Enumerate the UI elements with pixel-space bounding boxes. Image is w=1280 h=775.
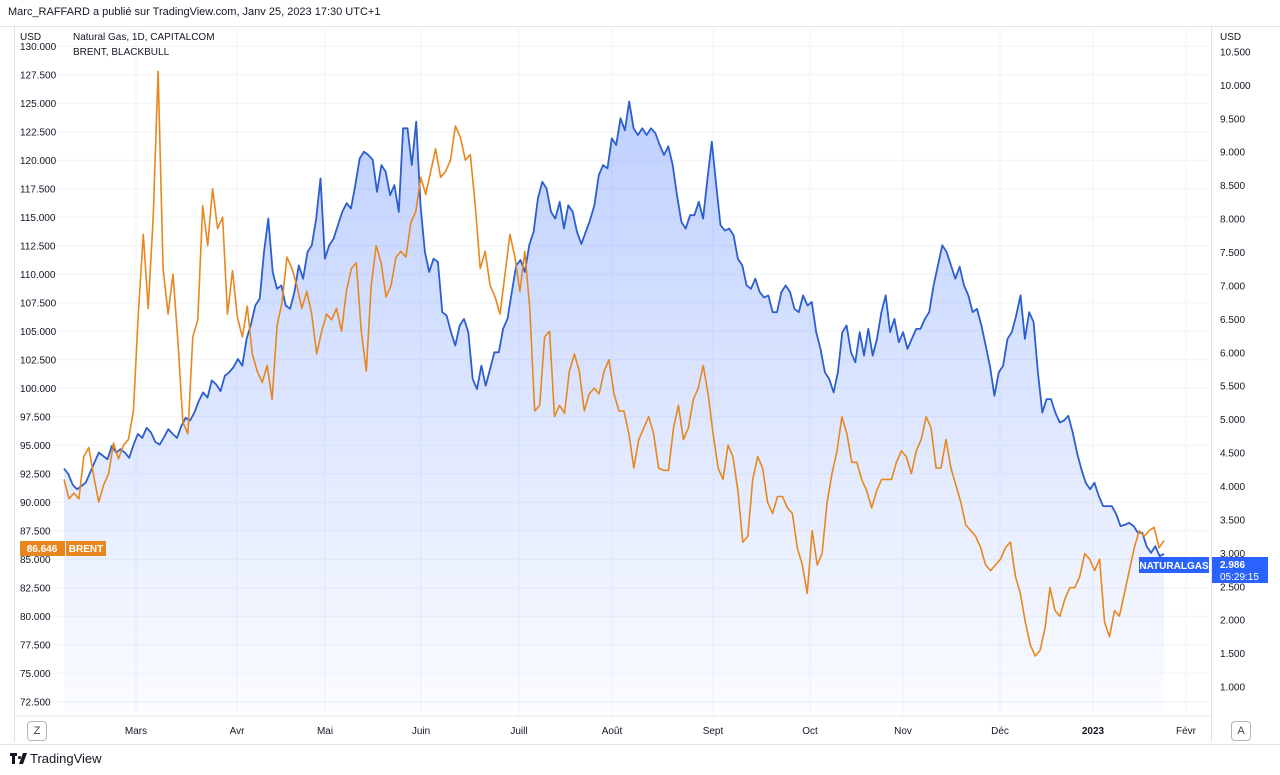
x-axis-tick: Mai: [317, 726, 333, 737]
legend-brent[interactable]: BRENT, BLACKBULL: [73, 47, 170, 58]
left-axis-tick: 95.000: [20, 441, 51, 452]
right-axis-tick: 3.500: [1220, 515, 1245, 526]
right-axis-tick: 9.000: [1220, 148, 1245, 159]
x-axis-tick: Avr: [230, 726, 245, 737]
left-axis-tick: 115.000: [20, 213, 56, 224]
right-axis-tick: 9.500: [1220, 114, 1245, 125]
left-axis-tick: 127.500: [20, 71, 57, 82]
tradingview-logo-icon: [10, 752, 28, 765]
left-axis-tick: 110.000: [20, 270, 56, 281]
x-axis-tick: Juin: [412, 726, 430, 737]
right-axis-tick: 6.500: [1220, 315, 1245, 326]
right-axis-tick: 4.500: [1220, 449, 1245, 460]
x-axis-tick: Sept: [703, 726, 724, 737]
publisher-caption: Marc_RAFFARD a publié sur TradingView.co…: [8, 6, 381, 18]
brent-price-value: 86.646: [27, 544, 58, 555]
right-axis-tick: 2.000: [1220, 616, 1245, 627]
right-axis-tick: 7.000: [1220, 281, 1245, 292]
tradingview-logo[interactable]: TradingView: [10, 751, 102, 766]
right-axis[interactable]: 10.500 10.000 9.500 9.000 8.500 8.000 7.500 7.0…: [1220, 47, 1251, 693]
right-axis-tick: 8.000: [1220, 215, 1245, 226]
natgas-price-value: 2.986: [1220, 560, 1245, 571]
brent-price-label: BRENT: [69, 544, 103, 555]
natgas-price-badge: NATURALGAS 2.986 05:29:15: [1139, 557, 1268, 583]
x-axis-tick: Déc: [991, 726, 1009, 737]
left-axis-tick: 117.500: [20, 185, 56, 196]
left-axis-tick: 75.000: [20, 669, 51, 680]
right-axis-tick: 1.500: [1220, 649, 1245, 660]
left-axis-unit: USD: [20, 32, 41, 43]
legend-natgas[interactable]: Natural Gas, 1D, CAPITALCOM: [73, 32, 215, 43]
x-axis[interactable]: Mars Avr Mai Juin Juill Août Sept Oct Nov Déc 2023…: [125, 726, 1197, 737]
brand-name: TradingView: [30, 751, 102, 766]
left-axis-tick: 80.000: [20, 612, 51, 623]
x-axis-tick: 2023: [1082, 726, 1105, 737]
left-axis[interactable]: 130.000 127.500 125.000 122.500 120.000 117.5…: [20, 42, 57, 709]
right-axis-tick: 4.000: [1220, 482, 1245, 493]
left-axis-tick: 90.000: [20, 498, 51, 509]
x-axis-tick: Nov: [894, 726, 912, 737]
right-axis-tick: 10.500: [1220, 47, 1251, 58]
chart-area[interactable]: [14, 26, 1212, 742]
left-axis-tick: 92.500: [20, 470, 51, 481]
x-axis-tick: Août: [602, 726, 623, 737]
left-axis-tick: 112.500: [20, 242, 56, 253]
left-axis-tick: 87.500: [20, 527, 51, 538]
auto-scale-button[interactable]: A: [1231, 721, 1251, 741]
left-axis-tick: 120.000: [20, 156, 57, 167]
left-axis-tick: 105.000: [20, 327, 57, 338]
left-axis-tick: 85.000: [20, 555, 51, 566]
right-axis-tick: 2.500: [1220, 582, 1245, 593]
zoom-reset-button[interactable]: Z: [27, 721, 47, 741]
brent-price-badge: 86.646 BRENT: [20, 541, 106, 556]
left-axis-tick: 82.500: [20, 584, 51, 595]
right-axis-tick: 5.500: [1220, 382, 1245, 393]
right-axis-tick: 5.000: [1220, 415, 1245, 426]
left-axis-tick: 100.000: [20, 384, 57, 395]
left-axis-tick: 72.500: [20, 698, 51, 709]
right-axis-tick: 1.000: [1220, 683, 1245, 694]
right-axis-tick: 6.000: [1220, 348, 1245, 359]
series-layer: [63, 70, 1165, 712]
x-axis-tick: Oct: [802, 726, 818, 737]
left-axis-tick: 130.000: [20, 42, 57, 53]
natgas-countdown: 05:29:15: [1220, 572, 1259, 583]
footer-bar: TradingView: [0, 744, 1280, 775]
right-axis-tick: 7.500: [1220, 248, 1245, 259]
x-axis-tick: Mars: [125, 726, 147, 737]
right-axis-unit: USD: [1220, 32, 1241, 43]
header-bar: Marc_RAFFARD a publié sur TradingView.co…: [0, 0, 1280, 27]
left-axis-tick: 122.500: [20, 128, 57, 139]
left-axis-tick: 97.500: [20, 413, 51, 424]
chart-svg[interactable]: 130.000 127.500 125.000 122.500 120.000 117.5…: [0, 0, 1280, 744]
natgas-series-line: [63, 100, 1165, 558]
natgas-price-label: NATURALGAS: [1139, 561, 1209, 572]
right-axis-tick: 8.500: [1220, 181, 1245, 192]
left-axis-tick: 102.500: [20, 356, 57, 367]
left-axis-tick: 125.000: [20, 99, 57, 110]
right-axis-tick: 10.000: [1220, 81, 1251, 92]
brent-series-line: [63, 70, 1165, 657]
x-axis-tick: Févr: [1176, 726, 1197, 737]
x-axis-tick: Juill: [510, 726, 527, 737]
left-axis-tick: 107.500: [20, 299, 57, 310]
right-axis-tick: 3.000: [1220, 549, 1245, 560]
natgas-area: [64, 101, 1164, 712]
left-axis-tick: 77.500: [20, 641, 51, 652]
